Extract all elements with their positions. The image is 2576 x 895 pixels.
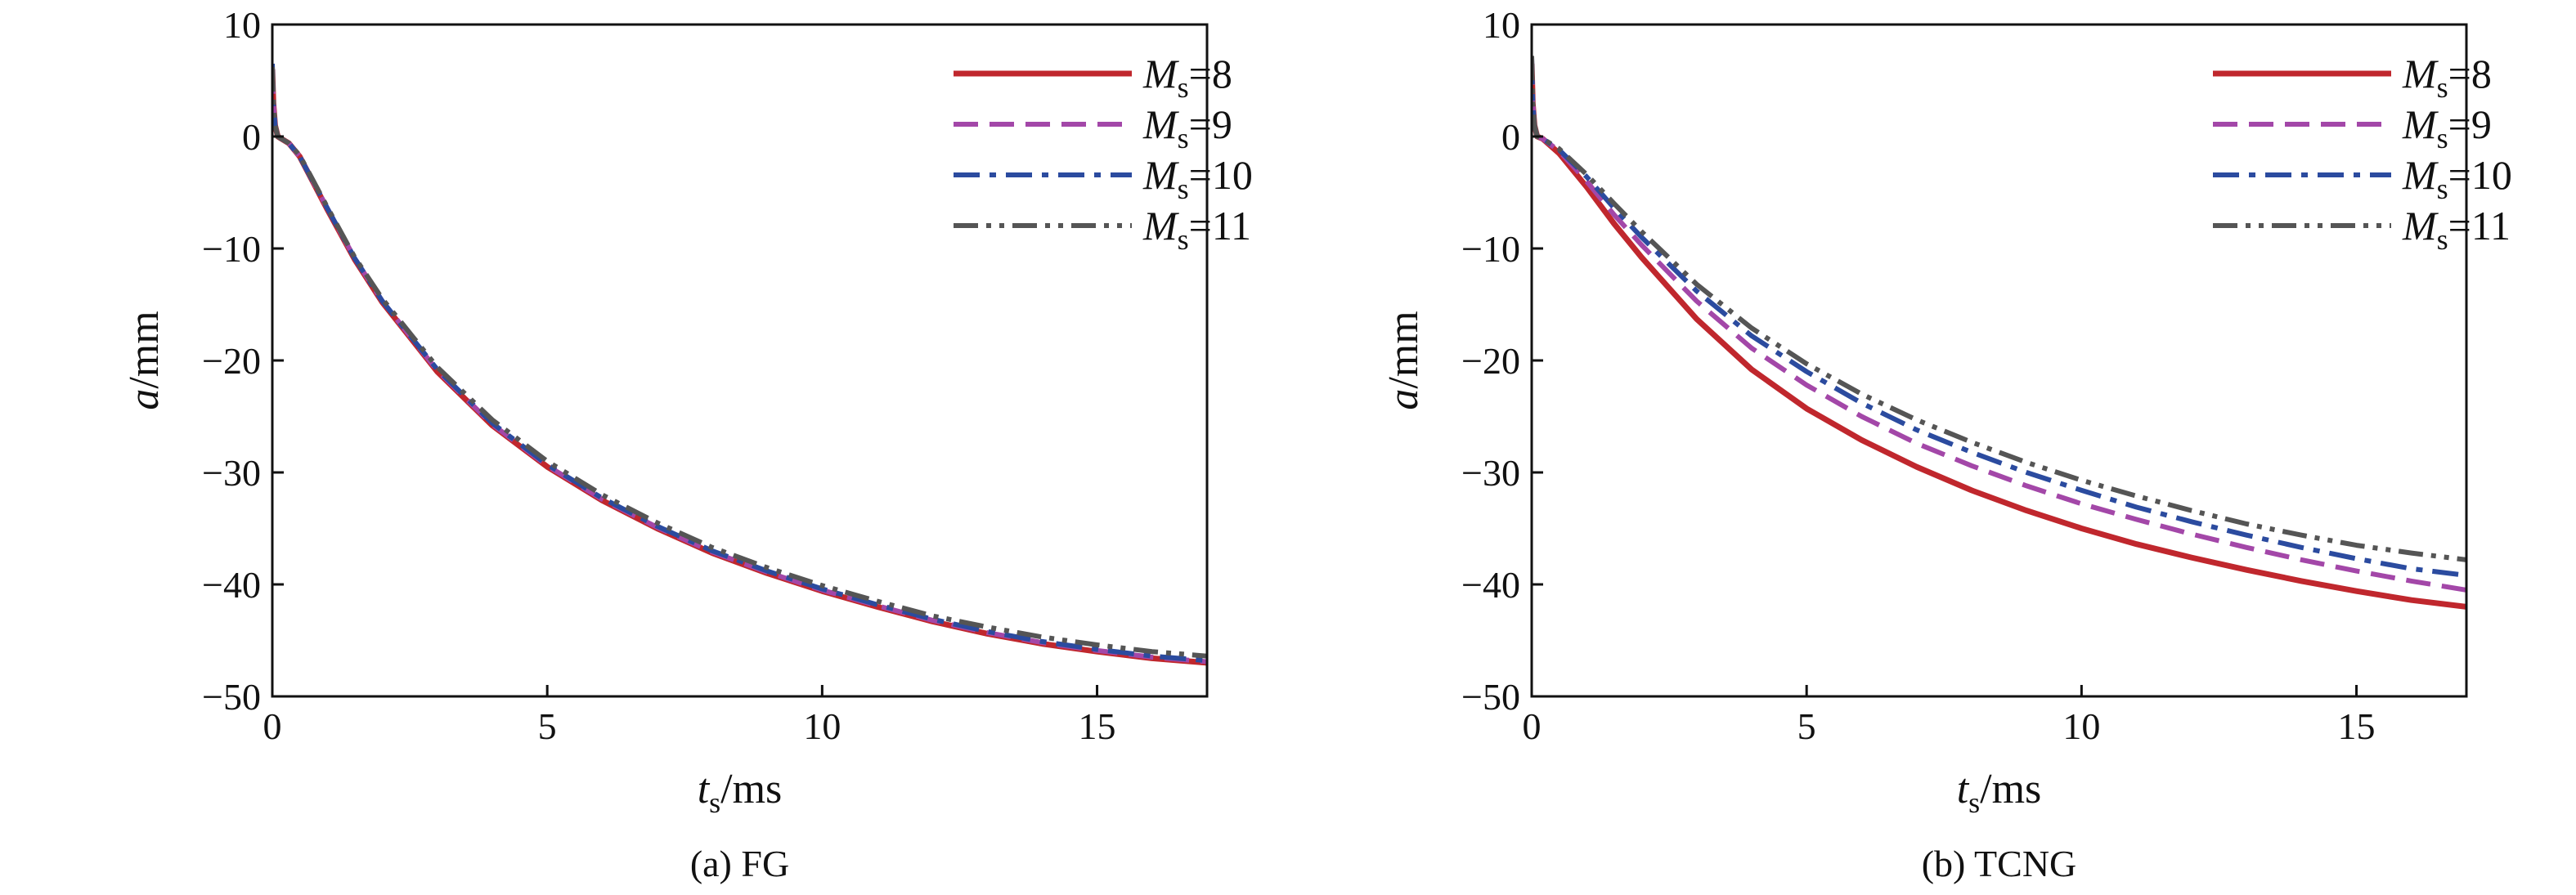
- chart-a-y-tick-label-2: −10: [202, 228, 261, 270]
- chart-b-series-line-0: [1532, 63, 2466, 610]
- chart-b-x-tick-label-3: 15: [2338, 705, 2376, 747]
- chart-a-series-line-1: [272, 69, 1207, 665]
- chart-a-y-tick-label-6: −50: [202, 676, 261, 718]
- chart-b-y-tick-label-3: −20: [1461, 340, 1520, 382]
- chart-b-legend-label-1: Ms=9: [2402, 101, 2492, 154]
- chart-a-x-tick-label-1: 5: [538, 705, 557, 747]
- chart-a-y-tick-label-1: 0: [242, 116, 261, 158]
- chart-a-y-axis-label: a/mm: [121, 311, 168, 409]
- chart-a-y-tick-label-4: −30: [202, 452, 261, 494]
- chart-a-legend-label-0: Ms=8: [1142, 51, 1232, 104]
- chart-b-x-axis-label: ts/ms: [1957, 766, 2042, 819]
- chart-a: 0 5 10 15100−10−20−30−40−50ts/msa/mmMs=8Ms=…: [121, 4, 1253, 884]
- chart-b-legend-label-2: Ms=10: [2402, 152, 2512, 205]
- chart-b-y-tick-label-5: −40: [1461, 564, 1520, 606]
- chart-a-caption: (a) FG: [690, 843, 789, 884]
- chart-a-x-axis-label: ts/ms: [698, 766, 783, 819]
- chart-b-y-axis-label: a/mm: [1380, 311, 1427, 409]
- chart-a-legend-label-2: Ms=10: [1142, 152, 1253, 205]
- chart-b-legend-label-0: Ms=8: [2402, 51, 2492, 104]
- chart-a-series-line-2: [272, 63, 1207, 664]
- chart-b-x-tick-label-1: 5: [1797, 705, 1816, 747]
- chart-b-y-tick-label-4: −30: [1461, 452, 1520, 494]
- chart-a-series-line-3: [272, 67, 1207, 659]
- chart-a-y-tick-label-5: −40: [202, 564, 261, 606]
- chart-a-x-tick-label-0: 0: [263, 705, 282, 747]
- chart-a-y-tick-label-0: 10: [223, 4, 261, 46]
- chart-a-legend-label-1: Ms=9: [1142, 101, 1232, 154]
- chart-b-caption: (b) TCNG: [1922, 843, 2077, 884]
- chart-b-series-line-3: [1532, 56, 2466, 562]
- chart-b-y-tick-label-2: −10: [1461, 228, 1520, 270]
- chart-b: 0 5 10 15100−10−20−30−40−50ts/msa/mmMs=8Ms=…: [1380, 4, 2512, 884]
- chart-b-legend-label-3: Ms=11: [2402, 203, 2511, 256]
- chart-b-x-tick-label-0: 0: [1523, 705, 1542, 747]
- chart-b-y-tick-label-1: 0: [1501, 116, 1520, 158]
- chart-a-legend-label-3: Ms=11: [1142, 203, 1251, 256]
- chart-a-y-tick-label-3: −20: [202, 340, 261, 382]
- chart-b-series-line-1: [1532, 60, 2466, 593]
- chart-a-x-tick-label-3: 15: [1079, 705, 1116, 747]
- chart-b-y-tick-label-6: −50: [1461, 676, 1520, 718]
- chart-b-x-tick-label-2: 10: [2062, 705, 2100, 747]
- chart-a-x-tick-label-2: 10: [803, 705, 841, 747]
- chart-a-series-line-0: [272, 69, 1207, 666]
- chart-b-y-tick-label-0: 10: [1483, 4, 1520, 46]
